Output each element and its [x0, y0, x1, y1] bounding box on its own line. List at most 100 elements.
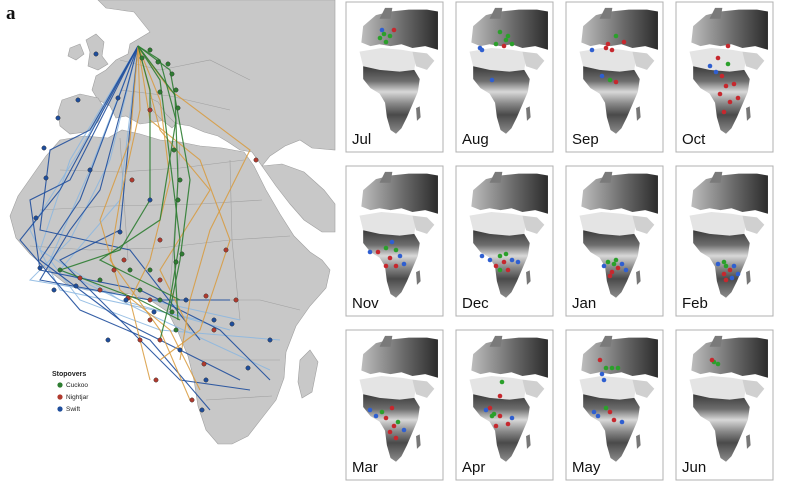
cuckoo-dot [613, 257, 619, 263]
swift-dot [707, 63, 713, 69]
cuckoo-stopover [169, 71, 175, 77]
swift-dot [479, 253, 485, 259]
legend: Stopovers Cuckoo Nightjar Swift [52, 371, 89, 413]
cuckoo-stopover [127, 267, 133, 273]
swift-stopover [115, 95, 121, 101]
cuckoo-track [58, 45, 181, 321]
swift-stopover [183, 297, 189, 303]
nightjar-dot [387, 429, 393, 435]
swift-dot [595, 413, 601, 419]
swift-dot [619, 261, 625, 267]
month-panel: Sep [565, 1, 664, 153]
cuckoo-stopover [169, 309, 175, 315]
nightjar-stopover [147, 317, 153, 323]
nightjar-dot [391, 27, 397, 33]
cuckoo-track [98, 45, 181, 301]
swift-dot [599, 73, 605, 79]
nightjar-stopover [77, 275, 83, 281]
month-label: Jun [682, 459, 706, 476]
nightjar-dot [375, 249, 381, 255]
month-panels-grid: Jul Aug Sep Oct Nov Dec Jan Feb Mar Apr May Jun [345, 1, 774, 481]
nightjar-dot [603, 45, 609, 51]
nightjar-track [99, 45, 201, 391]
nightjar-dot [387, 255, 393, 261]
month-panel: Jul [345, 1, 444, 153]
swift-stopover [73, 283, 79, 289]
cuckoo-dot [607, 77, 613, 83]
swift-track [49, 45, 281, 341]
month-panel: Dec [455, 165, 554, 317]
nightjar-dot [717, 91, 723, 97]
swift-track [39, 45, 230, 301]
nightjar-stopover [157, 337, 163, 343]
nightjar-dot [501, 43, 507, 49]
swift-stopover [75, 97, 81, 103]
nightjar-track [137, 45, 211, 331]
nightjar-dot [615, 265, 621, 271]
cuckoo-dot [611, 261, 617, 267]
nightjar-dot [493, 263, 499, 269]
swift-stopover [147, 197, 153, 203]
cuckoo-dot [715, 361, 721, 367]
cuckoo-dot [503, 37, 509, 43]
nightjar-dot [597, 357, 603, 363]
cuckoo-dot [489, 413, 495, 419]
nightjar-dot [727, 99, 733, 105]
nightjar-stopover [157, 277, 163, 283]
stopover-points [33, 47, 273, 413]
month-panel: Mar [345, 329, 444, 481]
cuckoo-dot [383, 245, 389, 251]
swift-track [28, 45, 241, 321]
nightjar-dot [709, 357, 715, 363]
cuckoo-dot [725, 61, 731, 67]
nightjar-stopover [189, 397, 195, 403]
nightjar-dot [725, 43, 731, 49]
month-panel: Jun [675, 329, 774, 481]
swift-stopover [211, 317, 217, 323]
month-label: Feb [682, 295, 708, 312]
nightjar-dot [505, 421, 511, 427]
cuckoo-stopover [173, 327, 179, 333]
cuckoo-dot [505, 33, 511, 39]
nightjar-stopover [121, 257, 127, 263]
cuckoo-stopover [171, 147, 177, 153]
cuckoo-dot [603, 405, 609, 411]
nightjar-dot [487, 405, 493, 411]
nightjar-dot [735, 95, 741, 101]
swift-stopover [203, 377, 209, 383]
swift-dot [487, 257, 493, 263]
month-label: Oct [682, 131, 706, 148]
nightjar-stopover [201, 361, 207, 367]
nightjar-dot [721, 271, 727, 277]
swift-dot [589, 47, 595, 53]
swift-stopover [117, 229, 123, 235]
nightjar-dot [497, 393, 503, 399]
swift-dot [389, 239, 395, 245]
italy-landmass [149, 97, 177, 129]
cuckoo-dot [387, 33, 393, 39]
nightjar-stopover [147, 107, 153, 113]
nightjar-stopover [97, 287, 103, 293]
europe-landmass [91, 0, 336, 167]
swift-stopover [51, 287, 57, 293]
cuckoo-stopover [97, 277, 103, 283]
swift-dot [401, 261, 407, 267]
swift-stopover [199, 407, 205, 413]
cuckoo-stopover [165, 61, 171, 67]
nightjar-dot [607, 273, 613, 279]
swift-dot [379, 27, 385, 33]
legend-swift-swatch [57, 406, 63, 412]
swift-dot [397, 253, 403, 259]
swift-dot [515, 259, 521, 265]
swift-dot [367, 249, 373, 255]
month-label: Jan [572, 295, 596, 312]
cuckoo-dot [723, 263, 729, 269]
cuckoo-stopover [157, 297, 163, 303]
cuckoo-stopover [157, 89, 163, 95]
cuckoo-stopover [155, 59, 161, 65]
swift-track [19, 45, 211, 411]
cuckoo-dot [603, 365, 609, 371]
legend-nightjar-label: Nightjar [66, 394, 89, 401]
